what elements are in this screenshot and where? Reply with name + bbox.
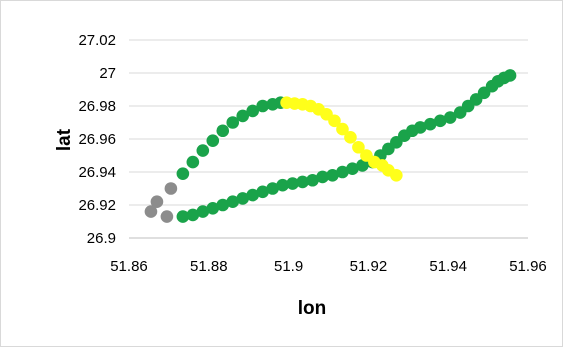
scatter-point bbox=[316, 170, 329, 184]
scatter-point bbox=[246, 104, 259, 118]
y-tick-label: 26.96 bbox=[78, 131, 116, 148]
scatter-point bbox=[176, 167, 190, 180]
scatter-point bbox=[226, 195, 240, 208]
scatter-point bbox=[176, 210, 190, 223]
scatter-point bbox=[206, 202, 220, 215]
scatter-point bbox=[390, 169, 403, 182]
scatter-point bbox=[344, 131, 357, 144]
scatter-point bbox=[306, 173, 319, 187]
x-tick-labels: 51.86 51.88 51.9 51.92 51.94 51.96 bbox=[110, 258, 547, 275]
scatter-point bbox=[256, 99, 269, 113]
y-tick-label: 26.9 bbox=[87, 230, 116, 247]
scatter-point bbox=[336, 122, 349, 136]
scatter-point bbox=[328, 114, 341, 128]
x-tick-label: 51.92 bbox=[350, 258, 388, 275]
scatter-point bbox=[144, 205, 158, 218]
x-tick-label: 51.88 bbox=[190, 258, 228, 275]
scatter-point bbox=[326, 169, 339, 182]
scatter-point bbox=[336, 165, 349, 179]
scatter-point bbox=[226, 116, 240, 129]
scatter-point bbox=[236, 192, 250, 205]
y-tick-label: 26.94 bbox=[78, 164, 116, 181]
scatter-point bbox=[150, 195, 164, 208]
scatter-point bbox=[206, 134, 220, 147]
scatter-point bbox=[256, 185, 269, 199]
scatter-point bbox=[286, 177, 299, 190]
scatter-point bbox=[443, 111, 457, 124]
gridlines bbox=[129, 39, 528, 239]
x-tick-label: 51.9 bbox=[274, 258, 303, 275]
scatter-point bbox=[276, 178, 289, 192]
x-tick-label: 51.86 bbox=[110, 258, 148, 275]
x-tick-label: 51.94 bbox=[429, 258, 467, 275]
scatter-point bbox=[346, 162, 359, 175]
y-tick-label: 27 bbox=[99, 65, 116, 82]
y-axis-title: lat bbox=[54, 128, 75, 151]
scatter-point bbox=[236, 109, 250, 123]
x-tick-label: 51.96 bbox=[509, 258, 547, 275]
scatter-point bbox=[160, 210, 174, 223]
scatter-point bbox=[196, 144, 210, 157]
scatter-point bbox=[164, 182, 178, 195]
scatter-point bbox=[503, 69, 517, 82]
scatter-point bbox=[266, 182, 279, 195]
x-axis-title: lon bbox=[298, 298, 327, 319]
scatter-point bbox=[296, 175, 309, 189]
scatter-point bbox=[216, 124, 230, 138]
y-tick-label: 26.92 bbox=[78, 197, 116, 214]
scatter-point bbox=[413, 121, 427, 134]
y-tick-labels: 26.9 26.92 26.94 26.96 26.98 27 27.02 bbox=[78, 32, 116, 247]
scatter-point bbox=[433, 114, 447, 128]
y-tick-label: 26.98 bbox=[78, 98, 116, 115]
scatter-point bbox=[423, 117, 437, 131]
scatter-point bbox=[352, 140, 365, 154]
scatter-point bbox=[216, 198, 230, 212]
scatter-point bbox=[196, 205, 210, 218]
data-points bbox=[144, 69, 517, 223]
scatter-point bbox=[186, 155, 200, 169]
scatter-point bbox=[246, 188, 259, 202]
y-tick-label: 27.02 bbox=[78, 32, 116, 49]
scatter-point bbox=[186, 208, 200, 222]
scatter-point bbox=[356, 159, 369, 172]
